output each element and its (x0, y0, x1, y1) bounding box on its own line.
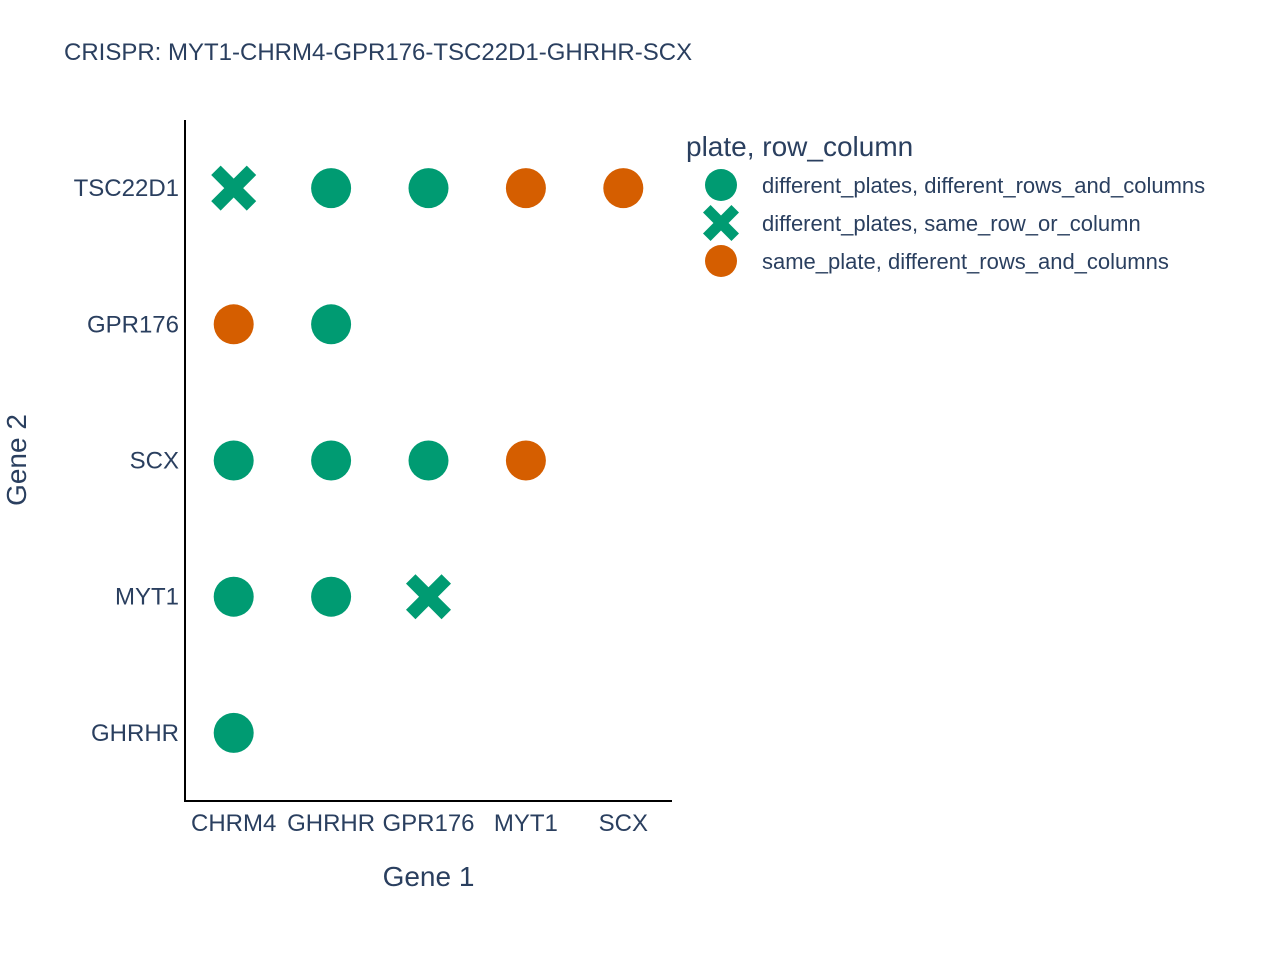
legend-label: different_plates, same_row_or_column (762, 211, 1141, 236)
legend: plate, row_column different_plates, diff… (686, 131, 1205, 277)
x-axis-ticks: CHRM4 GHRHR GPR176 MYT1 SCX (191, 810, 648, 837)
legend-item[interactable]: same_plate, different_rows_and_columns (705, 245, 1169, 277)
plot-area (211, 165, 644, 753)
legend-x-marker-icon (703, 205, 739, 241)
legend-circle-icon (705, 245, 737, 277)
legend-item[interactable]: different_plates, same_row_or_column (703, 205, 1141, 241)
legend-label: same_plate, different_rows_and_columns (762, 249, 1169, 274)
data-point-x-marker (406, 574, 451, 620)
y-tick-label: MYT1 (115, 584, 179, 611)
data-point-circle (213, 304, 254, 345)
y-axis-ticks: GHRHR MYT1 SCX GPR176 TSC22D1 (74, 175, 179, 747)
legend-title: plate, row_column (686, 131, 913, 162)
data-point-circle (408, 168, 449, 209)
data-point-circle (213, 440, 254, 481)
legend-circle-icon (705, 169, 737, 201)
y-tick-label: TSC22D1 (74, 175, 179, 202)
chart-title: CRISPR: MYT1-CHRM4-GPR176-TSC22D1-GHRHR-… (64, 39, 692, 66)
x-tick-label: GHRHR (287, 810, 375, 837)
data-point-circle (603, 168, 644, 209)
y-axis-title: Gene 2 (1, 414, 32, 506)
data-point-circle (311, 304, 352, 345)
legend-label: different_plates, different_rows_and_col… (762, 173, 1205, 198)
data-point-circle (505, 440, 546, 481)
data-point-circle (505, 168, 546, 209)
data-point-circle (408, 440, 449, 481)
y-tick-label: GPR176 (87, 311, 179, 338)
x-tick-label: MYT1 (494, 810, 558, 837)
x-tick-label: CHRM4 (191, 810, 276, 837)
x-axis-title: Gene 1 (383, 861, 475, 892)
data-point-x-marker (211, 165, 257, 211)
data-point-circle (213, 576, 254, 617)
data-point-circle (311, 576, 352, 617)
legend-item[interactable]: different_plates, different_rows_and_col… (705, 169, 1205, 201)
x-tick-label: GPR176 (382, 810, 474, 837)
x-tick-label: SCX (599, 810, 648, 837)
y-tick-label: SCX (130, 448, 179, 475)
data-point-circle (311, 440, 352, 481)
y-tick-label: GHRHR (91, 720, 179, 747)
data-point-circle (311, 168, 352, 209)
data-point-circle (213, 712, 254, 753)
